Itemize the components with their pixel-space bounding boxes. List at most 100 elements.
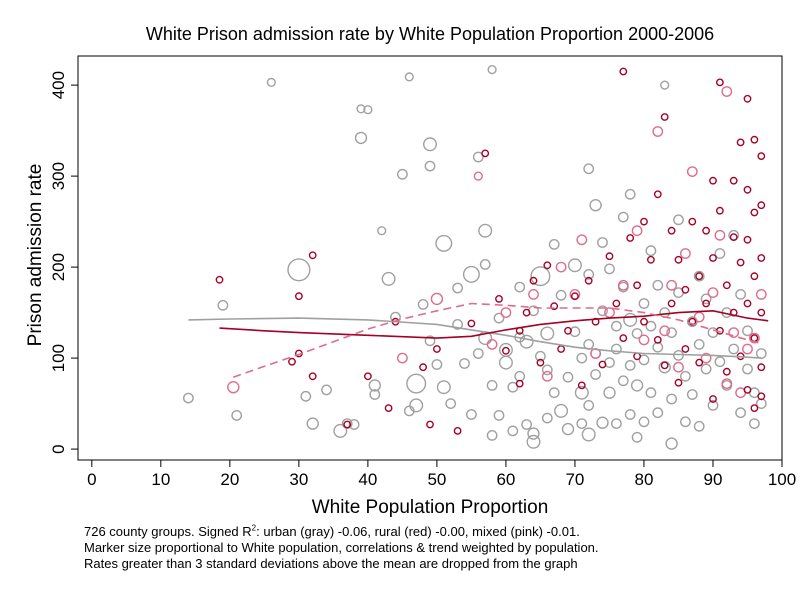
rural-marker (722, 367, 731, 376)
rural-marker (757, 392, 766, 401)
x-tick-label: 0 (87, 470, 96, 489)
urban-marker (693, 270, 705, 282)
y-tick-label: 0 (49, 444, 68, 453)
urban-marker (700, 363, 712, 375)
rural-marker (660, 361, 669, 370)
urban-marker (742, 325, 753, 337)
x-tick-label: 20 (220, 470, 239, 489)
rural-marker (674, 255, 683, 264)
urban-marker (300, 390, 312, 402)
urban-marker (728, 343, 740, 355)
urban-marker (680, 416, 691, 428)
urban-marker (659, 307, 671, 318)
rural-marker (681, 285, 690, 294)
rural-marker (308, 372, 317, 381)
rural-marker (667, 226, 676, 235)
rural-marker (757, 152, 766, 161)
rural-marker (729, 176, 738, 185)
rural-marker (619, 334, 628, 342)
mixed-marker (673, 361, 684, 373)
urban-marker (266, 77, 276, 88)
urban-marker (406, 373, 427, 394)
urban-marker (541, 412, 553, 424)
scatter-chart: White Prison admission rate by White Pop… (25, 24, 796, 518)
urban-marker (535, 350, 546, 362)
urban-marker (742, 363, 753, 375)
rural-marker (743, 94, 752, 103)
urban-marker (217, 299, 229, 311)
urban-marker (459, 358, 470, 369)
urban-marker (472, 151, 484, 163)
x-tick-label: 80 (634, 470, 653, 489)
urban-marker (462, 265, 480, 283)
footnote-marker-size: Marker size proportional to White popula… (84, 540, 599, 555)
urban-marker (638, 354, 650, 366)
urban-marker (631, 328, 643, 339)
rural-marker (543, 261, 552, 270)
x-axis-label: White Population Proportion (312, 497, 549, 518)
urban-marker (700, 293, 712, 305)
urban-marker (583, 399, 595, 411)
plot-border (77, 55, 783, 461)
mixed-marker (652, 126, 664, 137)
mixed-marker (659, 325, 671, 337)
axes: 0 10 20 30 40 50 60 70 80 90 100 0 100 200 300 400 (49, 71, 796, 489)
y-tick-label: 300 (49, 162, 68, 190)
rural-marker (674, 378, 683, 387)
urban-marker (333, 423, 348, 438)
rural-marker (750, 135, 759, 144)
rural-marker (716, 206, 724, 215)
urban-marker (424, 335, 436, 347)
urban-marker (555, 289, 567, 301)
urban-marker (541, 364, 553, 376)
urban-marker (611, 343, 622, 355)
urban-marker (652, 407, 664, 419)
rural-marker (495, 294, 503, 303)
mixed-marker (714, 229, 726, 241)
rural-marker (709, 395, 717, 403)
urban-marker (624, 409, 636, 420)
rural-marker (215, 275, 224, 284)
rural-marker (467, 319, 476, 328)
rural-marker (695, 272, 704, 281)
urban-marker (548, 238, 560, 250)
y-axis-label: Prison admission rate (25, 164, 46, 347)
urban-marker (396, 168, 408, 180)
urban-marker (377, 226, 387, 236)
y-tick-label: 200 (49, 253, 68, 281)
urban-marker (436, 380, 451, 395)
urban-marker (548, 387, 560, 399)
mixed-marker (680, 248, 691, 259)
data-markers (182, 64, 767, 450)
urban-marker (693, 338, 705, 350)
mixed-marker (396, 352, 408, 364)
urban-marker (465, 409, 477, 420)
rural-marker (729, 233, 738, 242)
mixed-marker (693, 311, 705, 323)
mixed-trend-line (233, 302, 762, 378)
footnote-r2-prefix: 726 county groups. Signed R (84, 524, 252, 539)
rural-marker (695, 358, 704, 367)
urban-marker (686, 389, 698, 400)
x-tick-label: 40 (358, 470, 377, 489)
rural-marker (384, 404, 393, 412)
rural-marker (743, 185, 752, 194)
urban-marker (356, 104, 366, 114)
urban-marker (665, 437, 678, 450)
mixed-marker (541, 370, 553, 382)
urban-marker (658, 361, 671, 374)
rural-marker (750, 208, 759, 217)
urban-marker (348, 419, 360, 430)
y-tick-label: 100 (49, 344, 68, 372)
mixed-marker (500, 307, 512, 318)
rural-marker (750, 404, 759, 412)
urban-marker (526, 434, 541, 449)
rural-marker (743, 299, 752, 308)
urban-marker (507, 381, 519, 393)
rural-trend-line (219, 309, 769, 339)
urban-marker (369, 389, 381, 400)
urban-marker (354, 131, 368, 145)
urban-marker (604, 357, 615, 368)
plot-area (77, 55, 783, 461)
rural-marker (736, 258, 745, 267)
